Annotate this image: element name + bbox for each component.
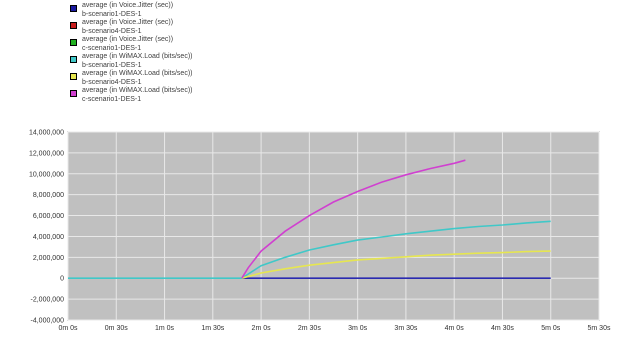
y-tick-label: 14,000,000	[29, 130, 64, 137]
legend-metric: average (in WiMAX.Load (bits/sec))	[82, 87, 193, 94]
legend-metric: average (in WiMAX.Load (bits/sec))	[82, 70, 193, 77]
legend-label: average (in Voice.Jitter (sec)) b-scenari…	[82, 2, 173, 19]
legend-label: average (in WiMAX.Load (bits/sec)) b-scen…	[82, 53, 192, 70]
plot-area	[67, 131, 600, 321]
series-line	[241, 250, 551, 279]
y-tick-label: -2,000,000	[31, 297, 65, 304]
y-tick-label: 6,000,000	[33, 213, 64, 220]
legend-item: average (in Voice.Jitter (sec)) c-scenari…	[70, 36, 370, 53]
x-tick-label: 2m 0s	[252, 325, 272, 332]
y-tick-label: 4,000,000	[33, 234, 64, 241]
chart-frame: average (in Voice.Jitter (sec)) b-scenari…	[4, 2, 614, 342]
legend-metric: average (in Voice.Jitter (sec))	[82, 19, 174, 26]
legend-item: average (in Voice.Jitter (sec)) b-scenari…	[70, 2, 370, 19]
series-line	[68, 220, 551, 279]
legend-label: average (in WiMAX.Load (bits/sec)) b-scen…	[82, 70, 192, 87]
x-tick-label: 5m 0s	[541, 325, 561, 332]
legend-label: average (in Voice.Jitter (sec)) b-scenari…	[82, 19, 173, 36]
y-tick-label: -4,000,000	[31, 318, 65, 325]
x-tick-label: 3m 0s	[348, 325, 368, 332]
x-tick-label: 4m 30s	[491, 325, 514, 332]
legend-swatch	[70, 56, 77, 63]
x-tick-label: 4m 0s	[445, 325, 465, 332]
legend-scenario: b-scenario4-DES-1	[82, 78, 142, 86]
legend-metric: average (in Voice.Jitter (sec))	[82, 36, 174, 43]
chart-svg: 14,000,000 12,000,000 10,000,000 8,000,000 6…	[29, 130, 611, 333]
x-tick-label: 0m 0s	[58, 325, 78, 332]
x-tick-label: 2m 30s	[298, 325, 321, 332]
legend-item: average (in WiMAX.Load (bits/sec)) b-scen…	[70, 70, 370, 87]
y-tick-label: 2,000,000	[33, 255, 64, 262]
y-tick-label: 10,000,000	[29, 171, 64, 178]
legend-label: average (in Voice.Jitter (sec)) c-scenari…	[82, 36, 173, 53]
y-tick-label: 0	[60, 276, 64, 283]
legend-swatch	[70, 39, 77, 46]
y-tick-label: 8,000,000	[33, 192, 64, 199]
legend-scenario: c-scenario1-DES-1	[82, 95, 142, 103]
legend-swatch	[70, 90, 77, 97]
legend-scenario: c-scenario1-DES-1	[82, 44, 142, 52]
legend-scenario: b-scenario1-DES-1	[82, 10, 142, 18]
x-tick-label: 1m 30s	[201, 325, 224, 332]
legend-metric: average (in Voice.Jitter (sec))	[82, 2, 174, 9]
x-tick-label: 0m 30s	[105, 325, 128, 332]
x-tick-label: 5m 30s	[588, 325, 611, 332]
legend-scenario: b-scenario1-DES-1	[82, 61, 142, 69]
legend: average (in Voice.Jitter (sec)) b-scenari…	[70, 2, 370, 104]
series-line	[241, 159, 466, 279]
x-tick-label: 3m 30s	[394, 325, 417, 332]
legend-item: average (in WiMAX.Load (bits/sec)) b-scen…	[70, 53, 370, 70]
legend-swatch	[70, 73, 77, 80]
legend-swatch	[70, 22, 77, 29]
legend-label: average (in WiMAX.Load (bits/sec)) c-scen…	[82, 87, 192, 104]
legend-item: average (in WiMAX.Load (bits/sec)) c-scen…	[70, 87, 370, 104]
legend-item: average (in Voice.Jitter (sec)) b-scenari…	[70, 19, 370, 36]
legend-swatch	[70, 5, 77, 12]
legend-metric: average (in WiMAX.Load (bits/sec))	[82, 53, 193, 60]
legend-scenario: b-scenario4-DES-1	[82, 27, 142, 35]
y-tick-label: 12,000,000	[29, 150, 64, 157]
x-tick-label: 1m 0s	[155, 325, 175, 332]
